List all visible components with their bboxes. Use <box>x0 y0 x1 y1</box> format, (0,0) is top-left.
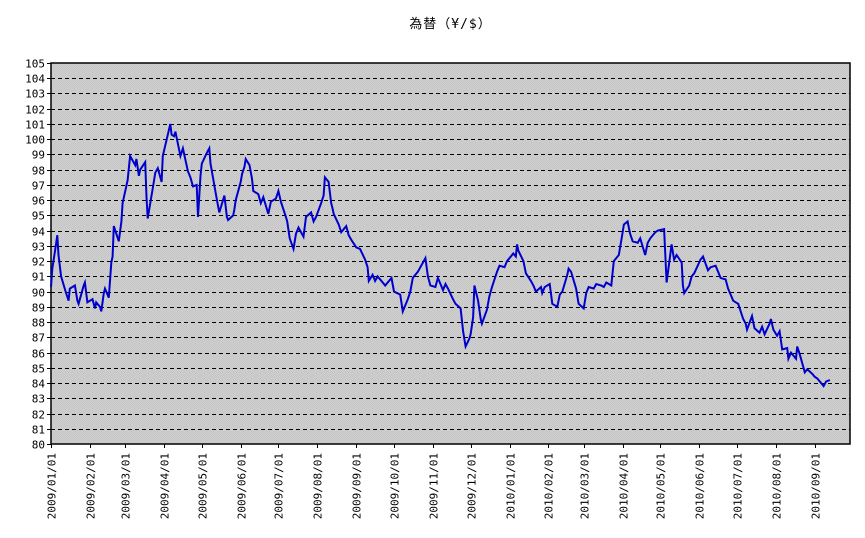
series-line <box>50 123 831 388</box>
y-axis-tick-label: 84 <box>32 378 46 391</box>
x-axis-tick-label: 2009/07/01 <box>273 453 286 519</box>
x-axis-tick-label: 2010/02/01 <box>543 453 556 519</box>
x-axis-tick-label: 2009/12/01 <box>466 453 479 519</box>
y-axis-tick-label: 95 <box>32 210 45 223</box>
x-axis-tick-label: 2010/03/01 <box>579 453 592 519</box>
y-axis-tick-label: 85 <box>32 363 45 376</box>
y-axis-tick-label: 94 <box>32 226 46 239</box>
x-axis-tick-label: 2009/10/01 <box>389 453 402 519</box>
x-axis-tick-label: 2009/02/01 <box>85 453 98 519</box>
y-axis-tick-label: 105 <box>25 58 45 71</box>
x-axis-tick-label: 2010/06/01 <box>694 453 707 519</box>
x-axis-tick-label: 2010/09/01 <box>810 453 823 519</box>
y-axis-tick-label: 89 <box>32 302 45 315</box>
x-axis-tick-label: 2010/07/01 <box>732 453 745 519</box>
y-axis-tick-label: 83 <box>32 393 45 406</box>
y-axis-tick-label: 81 <box>32 424 45 437</box>
x-axis-tick-label: 2010/01/01 <box>505 453 518 519</box>
y-axis-tick-label: 82 <box>32 409 45 422</box>
y-axis-tick-label: 80 <box>32 439 45 452</box>
y-axis-tick-label: 98 <box>32 165 45 178</box>
y-axis-tick-label: 88 <box>32 317 45 330</box>
x-axis-tick-label: 2009/09/01 <box>351 453 364 519</box>
y-axis-tick-label: 92 <box>32 256 45 269</box>
y-axis-tick-label: 87 <box>32 332 45 345</box>
y-axis-tick-label: 93 <box>32 241 45 254</box>
x-axis-tick-label: 2009/06/01 <box>236 453 249 519</box>
y-axis-tick-label: 104 <box>25 73 45 86</box>
plot-area <box>51 63 850 444</box>
x-axis-tick-label: 2009/08/01 <box>312 453 325 519</box>
x-axis-tick-label: 2009/01/01 <box>46 453 59 519</box>
x-axis-tick-label: 2009/04/01 <box>159 453 172 519</box>
y-axis-tick-label: 103 <box>25 88 45 101</box>
x-axis-tick-label: 2010/04/01 <box>618 453 631 519</box>
x-axis-tick-label: 2009/11/01 <box>428 453 441 519</box>
y-axis-tick-label: 101 <box>25 119 45 132</box>
y-axis-tick-label: 96 <box>32 195 45 208</box>
y-axis-tick-label: 102 <box>25 104 45 117</box>
y-axis-tick-label: 91 <box>32 271 45 284</box>
y-axis-tick-label: 100 <box>25 134 45 147</box>
y-axis-tick-label: 86 <box>32 348 45 361</box>
x-axis-tick-label: 2009/03/01 <box>120 453 133 519</box>
x-axis-tick-label: 2009/05/01 <box>197 453 210 519</box>
x-axis-tick-label: 2010/08/01 <box>771 453 784 519</box>
y-axis-tick-label: 97 <box>32 180 45 193</box>
plot-border <box>50 62 851 445</box>
y-axis-tick-label: 99 <box>32 149 45 162</box>
chart-title: 為替（¥/$） <box>409 17 492 32</box>
x-axis-tick-label: 2010/05/01 <box>655 453 668 519</box>
y-axis-tick-label: 90 <box>32 287 45 300</box>
